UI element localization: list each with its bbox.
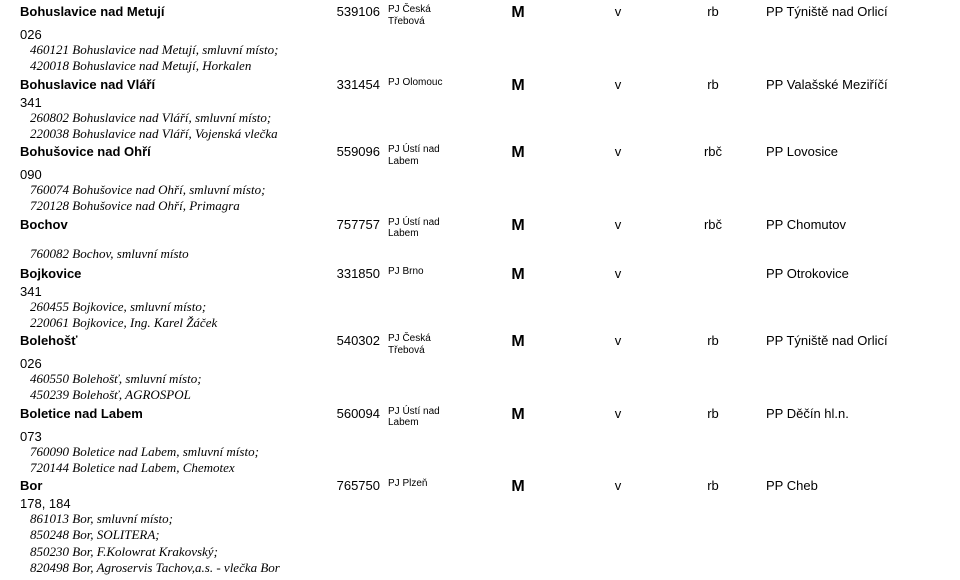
pj-label: PJ Ústí nad Labem	[388, 144, 468, 167]
entry: Bohuslavice nad Metují 539106 PJ Česká T…	[20, 4, 940, 75]
station-title: Bojkovice	[20, 266, 310, 281]
entry: Boletice nad Labem 560094 PJ Ústí nad La…	[20, 406, 940, 477]
pp-label: PP Lovosice	[758, 144, 940, 159]
pp-label: PP Cheb	[758, 478, 940, 493]
entry: Bohuslavice nad Vláří 331454 PJ Olomouc …	[20, 77, 940, 143]
col-v: v	[568, 217, 668, 232]
station-sub: 026	[20, 27, 940, 42]
station-title: Bohušovice nad Ohří	[20, 144, 310, 159]
col-m: M	[468, 217, 568, 235]
pp-label: PP Týniště nad Orlicí	[758, 333, 940, 348]
detail-line: 450239 Bolehošť, AGROSPOL	[30, 387, 940, 403]
col-r: rb	[668, 478, 758, 493]
col-v: v	[568, 4, 668, 19]
page: Bohuslavice nad Metují 539106 PJ Česká T…	[0, 0, 960, 576]
entry: Bolehošť 540302 PJ Česká Třebová M v rb …	[20, 333, 940, 404]
pp-label: PP Valašské Meziříčí	[758, 77, 940, 92]
station-title: Bochov	[20, 217, 310, 232]
pp-label: PP Otrokovice	[758, 266, 940, 281]
detail-line: 220061 Bojkovice, Ing. Karel Žáček	[30, 315, 940, 331]
detail-line: 460121 Bohuslavice nad Metují, smluvní m…	[30, 42, 940, 58]
col-r: rb	[668, 333, 758, 348]
detail-line: 720128 Bohušovice nad Ohří, Primagra	[30, 198, 940, 214]
station-id: 540302	[310, 333, 388, 348]
detail-line: 850248 Bor, SOLITERA;	[30, 527, 940, 543]
station-details: 760090 Boletice nad Labem, smluvní místo…	[30, 444, 940, 477]
pj-label: PJ Česká Třebová	[388, 333, 468, 356]
pj-label: PJ Brno	[388, 266, 468, 278]
detail-line: 260455 Bojkovice, smluvní místo;	[30, 299, 940, 315]
station-title: Bohuslavice nad Vláří	[20, 77, 310, 92]
station-details: 460550 Bolehošť, smluvní místo; 450239 B…	[30, 371, 940, 404]
detail-line: 760090 Boletice nad Labem, smluvní místo…	[30, 444, 940, 460]
station-details: 260802 Bohuslavice nad Vláří, smluvní mí…	[30, 110, 940, 143]
entry: Bor 765750 PJ Plzeň M v rb PP Cheb 178, …	[20, 478, 940, 576]
station-sub: 178, 184	[20, 496, 940, 511]
station-sub: 341	[20, 95, 940, 110]
pj-label: PJ Olomouc	[388, 77, 468, 89]
col-m: M	[468, 77, 568, 95]
detail-line: 720144 Boletice nad Labem, Chemotex	[30, 460, 940, 476]
pj-label: PJ Česká Třebová	[388, 4, 468, 27]
station-details: 260455 Bojkovice, smluvní místo; 220061 …	[30, 299, 940, 332]
detail-line: 460550 Bolehošť, smluvní místo;	[30, 371, 940, 387]
station-id: 331850	[310, 266, 388, 281]
col-m: M	[468, 4, 568, 22]
detail-line: 820498 Bor, Agroservis Tachov,a.s. - vle…	[30, 560, 940, 576]
pj-label: PJ Ústí nad Labem	[388, 217, 468, 240]
detail-line: 850230 Bor, F.Kolowrat Krakovský;	[30, 544, 940, 560]
station-sub: 073	[20, 429, 940, 444]
station-title: Bor	[20, 478, 310, 493]
entry: Bochov 757757 PJ Ústí nad Labem M v rbč …	[20, 217, 940, 240]
col-m: M	[468, 406, 568, 424]
station-id: 331454	[310, 77, 388, 92]
station-sub: 026	[20, 356, 940, 371]
station-title: Bohuslavice nad Metují	[20, 4, 310, 19]
col-r: rb	[668, 4, 758, 19]
station-id: 560094	[310, 406, 388, 421]
col-m: M	[468, 478, 568, 496]
detail-line: 260802 Bohuslavice nad Vláří, smluvní mí…	[30, 110, 940, 126]
pj-label: PJ Plzeň	[388, 478, 468, 490]
col-m: M	[468, 333, 568, 351]
station-details: 460121 Bohuslavice nad Metují, smluvní m…	[30, 42, 940, 75]
pp-label: PP Týniště nad Orlicí	[758, 4, 940, 19]
detail-line: 760074 Bohušovice nad Ohří, smluvní míst…	[30, 182, 940, 198]
col-v: v	[568, 406, 668, 421]
col-m: M	[468, 144, 568, 162]
col-v: v	[568, 77, 668, 92]
pp-label: PP Děčín hl.n.	[758, 406, 940, 421]
station-id: 539106	[310, 4, 388, 19]
detail-line: 420018 Bohuslavice nad Metují, Horkalen	[30, 58, 940, 74]
detail-line: 220038 Bohuslavice nad Vláří, Vojenská v…	[30, 126, 940, 142]
station-details: 760074 Bohušovice nad Ohří, smluvní míst…	[30, 182, 940, 215]
col-v: v	[568, 333, 668, 348]
station-id: 757757	[310, 217, 388, 232]
detail-line: 861013 Bor, smluvní místo;	[30, 511, 940, 527]
standalone-detail: 760082 Bochov, smluvní místo	[30, 246, 940, 262]
station-title: Bolehošť	[20, 333, 310, 348]
col-v: v	[568, 266, 668, 281]
col-m: M	[468, 266, 568, 284]
station-details: 861013 Bor, smluvní místo; 850248 Bor, S…	[30, 511, 940, 576]
station-id: 559096	[310, 144, 388, 159]
station-sub: 090	[20, 167, 940, 182]
col-r: rbč	[668, 217, 758, 232]
col-r: rbč	[668, 144, 758, 159]
station-sub: 341	[20, 284, 940, 299]
col-r: rb	[668, 77, 758, 92]
entry: Bohušovice nad Ohří 559096 PJ Ústí nad L…	[20, 144, 940, 215]
station-id: 765750	[310, 478, 388, 493]
col-r: rb	[668, 406, 758, 421]
col-v: v	[568, 144, 668, 159]
pp-label: PP Chomutov	[758, 217, 940, 232]
station-title: Boletice nad Labem	[20, 406, 310, 421]
entry: Bojkovice 331850 PJ Brno M v PP Otrokovi…	[20, 266, 940, 332]
pj-label: PJ Ústí nad Labem	[388, 406, 468, 429]
col-v: v	[568, 478, 668, 493]
